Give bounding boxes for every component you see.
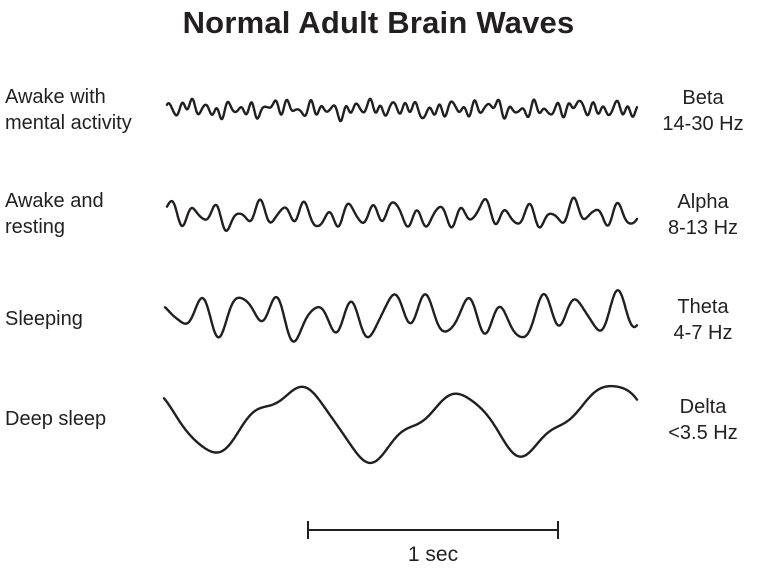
state-label-line: resting [5, 216, 66, 238]
state-label-line: Awake and [5, 190, 104, 212]
state-label-awake-with-mental-activity: Awake with mental activity [5, 84, 165, 136]
band-frequency: 4-7 Hz [673, 322, 733, 344]
beta-waveform-trace [165, 97, 639, 123]
band-name: Theta [677, 296, 729, 318]
figure-title: Normal Adult Brain Waves [182, 5, 575, 40]
delta-waveform [162, 384, 639, 465]
state-label-line: Awake with [5, 86, 106, 108]
alpha-waveform-trace [165, 196, 639, 232]
band-frequency: 14-30 Hz [662, 113, 744, 135]
scale-bar-line [308, 529, 558, 531]
theta-waveform-trace [163, 289, 639, 343]
delta-waveform-trace [162, 384, 639, 465]
band-name: Alpha [677, 191, 729, 213]
band-frequency: 8-13 Hz [667, 217, 739, 239]
state-label-sleeping: Sleeping [5, 306, 165, 332]
band-frequency: <3.5 Hz [668, 422, 738, 444]
band-label-theta: Theta 4-7 Hz [652, 294, 754, 346]
band-label-beta: Beta 14-30 Hz [652, 85, 754, 137]
band-label-delta: Delta <3.5 Hz [652, 394, 754, 446]
state-label-awake-and-resting: Awake and resting [5, 188, 165, 240]
state-label-line: mental activity [5, 112, 132, 134]
scale-bar-right-tick [557, 521, 559, 539]
theta-waveform [163, 289, 639, 343]
scale-bar-label: 1 sec [407, 543, 459, 566]
band-label-alpha: Alpha 8-13 Hz [652, 189, 754, 241]
band-name: Beta [682, 87, 724, 109]
beta-waveform [165, 97, 639, 123]
state-label-deep-sleep: Deep sleep [5, 406, 165, 432]
state-label-line: Sleeping [5, 308, 83, 330]
alpha-waveform [165, 196, 639, 232]
band-name: Delta [679, 396, 727, 418]
state-label-line: Deep sleep [5, 408, 107, 430]
